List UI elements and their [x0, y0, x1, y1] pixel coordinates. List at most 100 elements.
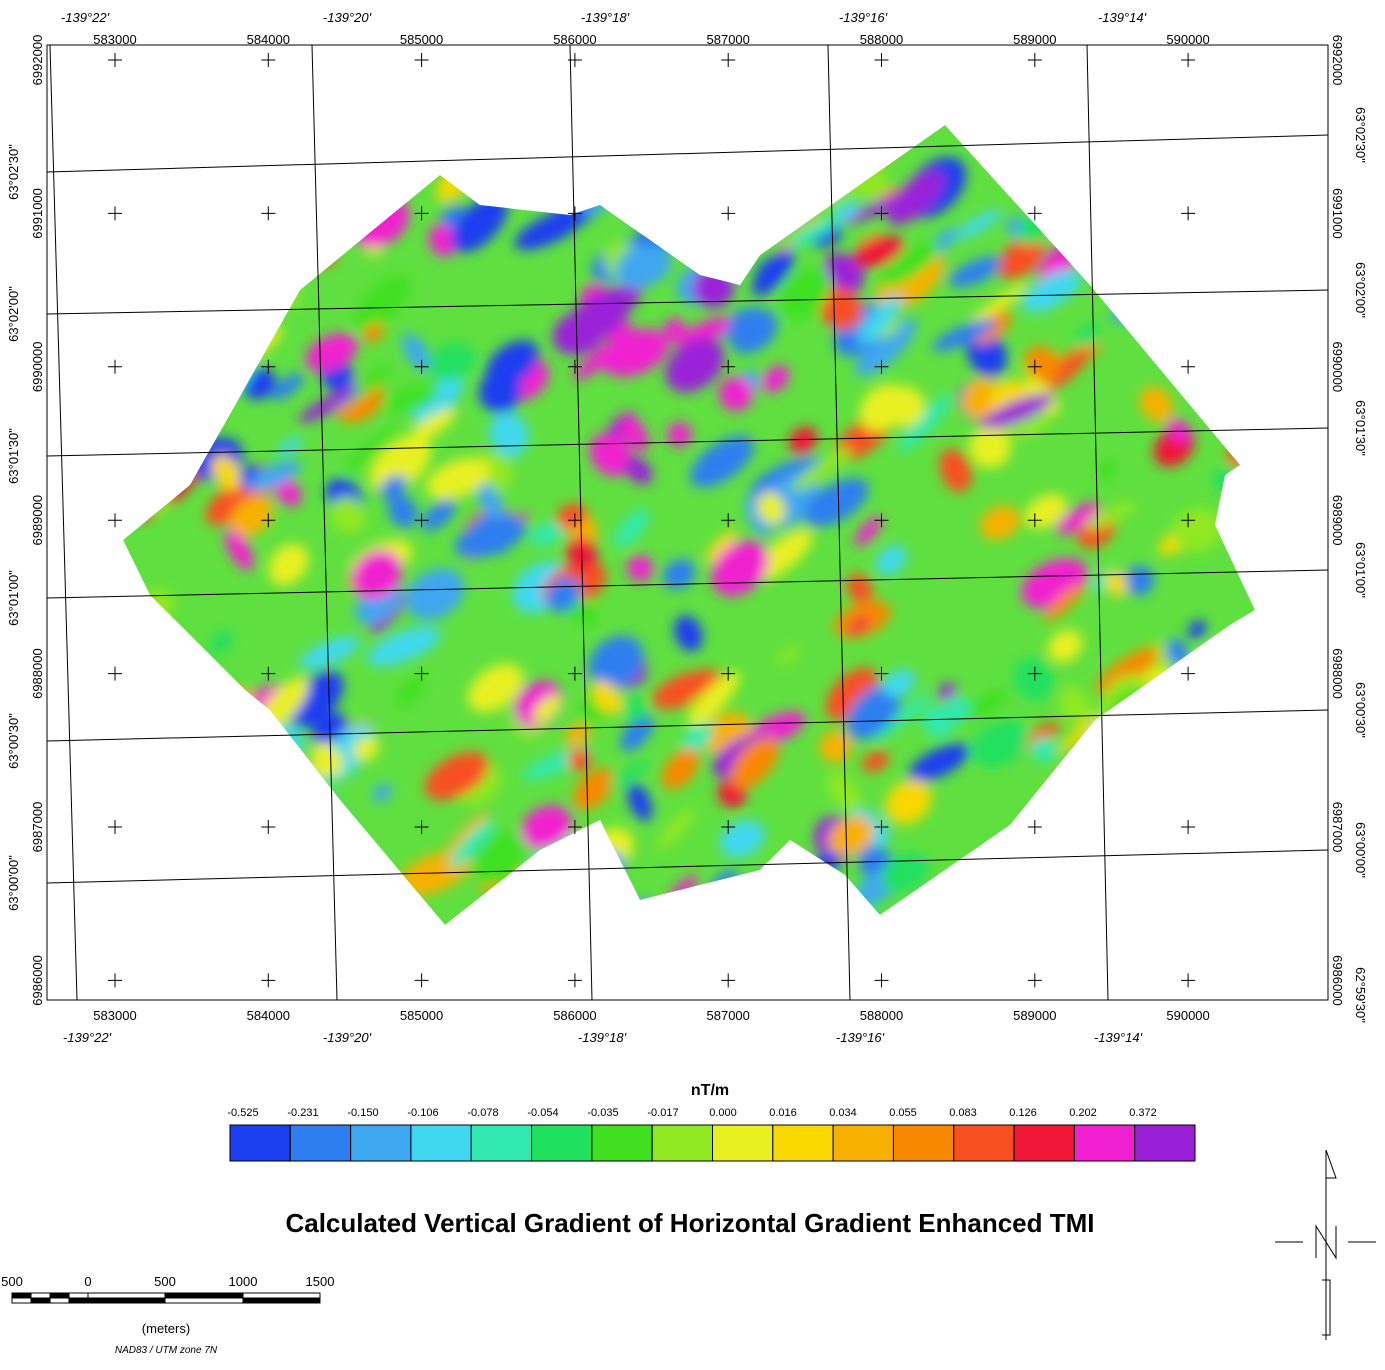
easting-label-bottom: 590000 [1166, 1008, 1209, 1023]
scale-label: 0 [84, 1274, 91, 1289]
legend-label: 0.034 [829, 1107, 857, 1119]
scale-segment [243, 1298, 320, 1303]
legend-swatch [532, 1125, 592, 1161]
scale-segment [69, 1298, 88, 1303]
longitude-label-top: -139°18' [581, 10, 630, 25]
legend-swatch [1135, 1125, 1195, 1161]
legend-label: 0.126 [1009, 1107, 1037, 1119]
longitude-label-top: -139°22' [61, 10, 110, 25]
legend-swatch [954, 1125, 1014, 1161]
scale-label: 1500 [306, 1274, 335, 1289]
northing-label-right: 6992000 [1330, 35, 1345, 86]
legend-swatch [1074, 1125, 1134, 1161]
latitude-label-right: 63°00'00" [1353, 822, 1368, 878]
legend-label: -0.150 [347, 1107, 378, 1119]
legend-label: -0.525 [227, 1107, 258, 1119]
legend-label: 0.055 [889, 1107, 917, 1119]
northing-label-right: 6986000 [1330, 955, 1345, 1006]
northing-label-left: 6992000 [30, 35, 45, 86]
northing-label-left: 6989000 [30, 495, 45, 546]
legend-label: 0.000 [709, 1107, 737, 1119]
longitude-label-bottom: -139°18' [578, 1030, 627, 1045]
latitude-label-right: 63°01'30" [1353, 400, 1368, 456]
latitude-label-right: 63°02'00" [1353, 262, 1368, 318]
scale-segment [165, 1298, 243, 1303]
scale-segment [50, 1298, 69, 1303]
scale-segment [50, 1293, 69, 1298]
northing-label-right: 6987000 [1330, 802, 1345, 853]
legend-label: -0.078 [467, 1107, 498, 1119]
projection: NAD83 / UTM zone 7N [115, 1345, 218, 1356]
longitude-label-bottom: -139°20' [323, 1030, 372, 1045]
northing-label-right: 6988000 [1330, 648, 1345, 699]
easting-label-bottom: 583000 [93, 1008, 136, 1023]
northing-label-left: 6987000 [30, 802, 45, 853]
latitude-label-left: 63°01'30" [6, 428, 21, 484]
scale-label: 1000 [229, 1274, 258, 1289]
northing-label-left: 6986000 [30, 955, 45, 1006]
legend-label: 0.202 [1069, 1107, 1097, 1119]
legend-swatch [1014, 1125, 1074, 1161]
legend-label: -0.106 [407, 1107, 438, 1119]
legend-label: 0.372 [1129, 1107, 1157, 1119]
longitude-label-bottom: -139°16' [836, 1030, 885, 1045]
scale-segment [165, 1293, 243, 1298]
legend-swatch [713, 1125, 773, 1161]
latitude-label-left: 63°01'00" [6, 570, 21, 626]
scale-segment [12, 1293, 31, 1298]
latitude-label-left: 63°02'30" [6, 144, 21, 200]
legend-label: -0.017 [647, 1107, 678, 1119]
legend-swatch [893, 1125, 953, 1161]
legend-label: 0.016 [769, 1107, 797, 1119]
northing-label-left: 6991000 [30, 188, 45, 239]
legend-swatch [411, 1125, 471, 1161]
legend-swatch [833, 1125, 893, 1161]
easting-label-bottom: 589000 [1013, 1008, 1056, 1023]
longitude-label-top: -139°16' [839, 10, 888, 25]
easting-label-top: 587000 [707, 32, 750, 47]
easting-label-top: 586000 [553, 32, 596, 47]
latitude-label-right: 63°00'30" [1353, 682, 1368, 738]
scale-segment [88, 1293, 165, 1298]
northing-label-right: 6989000 [1330, 495, 1345, 546]
latitude-label-left: 63°02'00" [6, 286, 21, 342]
easting-label-top: 589000 [1013, 32, 1056, 47]
legend-swatch [351, 1125, 411, 1161]
northing-label-right: 6990000 [1330, 341, 1345, 392]
legend-swatch [773, 1125, 833, 1161]
scale-segment [31, 1298, 50, 1303]
scale-segment [31, 1293, 50, 1298]
legend-swatch [471, 1125, 531, 1161]
scale-segment [12, 1298, 31, 1303]
easting-label-top: 588000 [860, 32, 903, 47]
scale-label: 500 [1, 1274, 23, 1289]
scale-unit: (meters) [142, 1321, 190, 1336]
easting-label-bottom: 588000 [860, 1008, 903, 1023]
easting-label-top: 585000 [400, 32, 443, 47]
longitude-label-top: -139°14' [1098, 10, 1147, 25]
legend-unit: nT/m [691, 1082, 729, 1099]
legend-swatch [230, 1125, 290, 1161]
legend-swatch [652, 1125, 712, 1161]
legend-label: -0.231 [287, 1107, 318, 1119]
longitude-label-bottom: -139°22' [63, 1030, 112, 1045]
latitude-label-right: 63°02'30" [1353, 107, 1368, 163]
scale-segment [88, 1298, 165, 1303]
latitude-label-left: 63°00'00" [6, 855, 21, 911]
map: 5830005830005840005840005850005850005860… [0, 0, 1385, 1365]
latitude-label-left: 63°00'30" [6, 713, 21, 769]
legend-label: -0.035 [587, 1107, 618, 1119]
latitude-label-right: 63°01'00" [1353, 542, 1368, 598]
easting-label-bottom: 587000 [707, 1008, 750, 1023]
latitude-label-right: 62°59'30" [1353, 967, 1368, 1023]
northing-label-right: 6991000 [1330, 188, 1345, 239]
northing-label-left: 6990000 [30, 341, 45, 392]
scale-label: 500 [154, 1274, 176, 1289]
legend-label: 0.083 [949, 1107, 977, 1119]
easting-label-top: 584000 [247, 32, 290, 47]
easting-label-bottom: 586000 [553, 1008, 596, 1023]
longitude-label-bottom: -139°14' [1094, 1030, 1143, 1045]
north-arrow [1275, 1150, 1376, 1340]
easting-label-bottom: 584000 [247, 1008, 290, 1023]
northing-label-left: 6988000 [30, 648, 45, 699]
